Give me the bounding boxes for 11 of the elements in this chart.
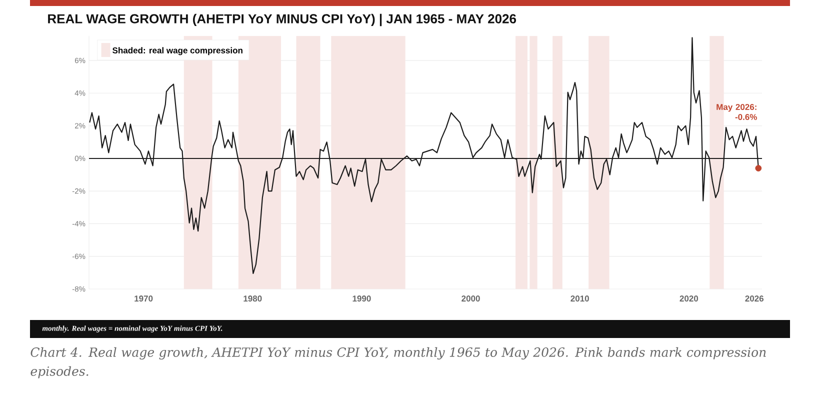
x-tick-label: 2000: [462, 296, 480, 302]
x-tick-label: 2010: [570, 296, 589, 302]
x-tick-label: 1970: [134, 296, 153, 302]
caption: Chart 4. Real wage growth, AHETPI YoY minus CPI YoY, monthly 1965 to May 2026. Pink bands mark compression episodes.: [30, 347, 766, 378]
annotation: May 2026: -0.6%: [716, 104, 757, 120]
x-tick-label: 1990: [352, 296, 371, 302]
x-tick-label: 1980: [244, 296, 262, 302]
x-tick-label: 2026: [745, 296, 764, 302]
x-tick-label: 2020: [680, 296, 698, 302]
band-label: Shaded: real wage compression: [112, 47, 242, 56]
chart-title: REAL WAGE GROWTH (AHETPI YoY MINUS CPI YoY) | JAN 1965 - MAY 2026: [48, 14, 516, 26]
